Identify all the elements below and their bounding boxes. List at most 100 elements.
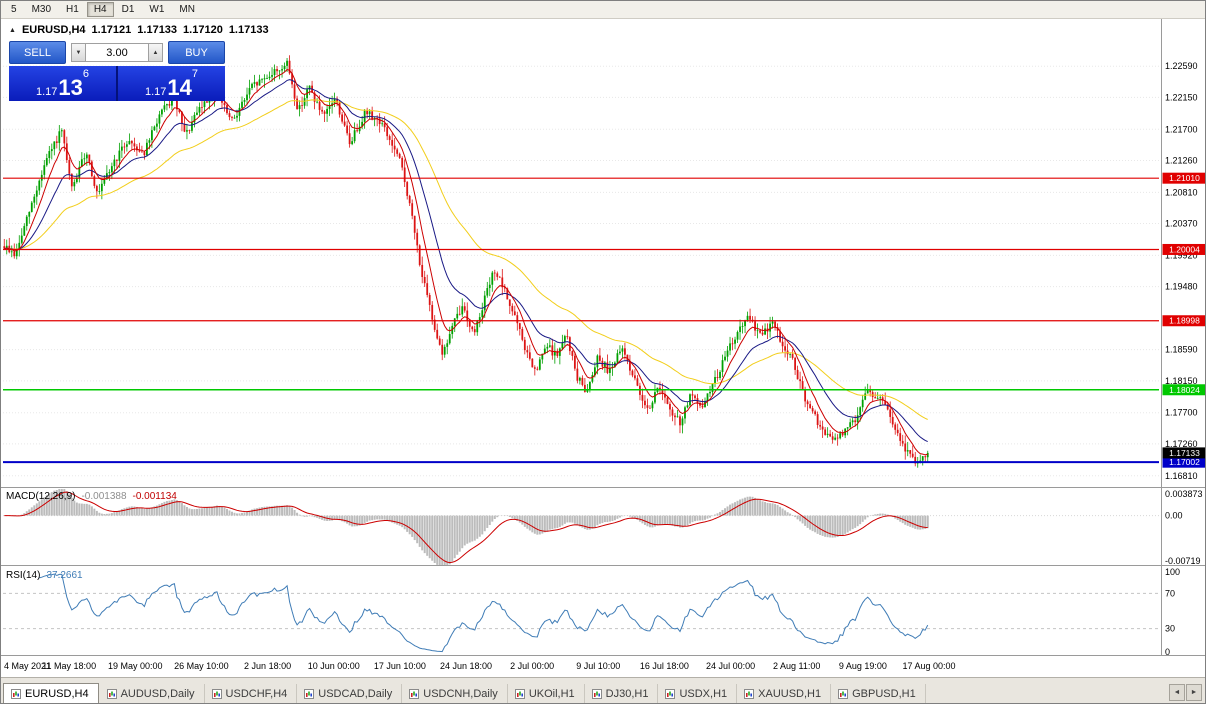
buy-button[interactable]: BUY bbox=[168, 41, 225, 64]
level-price-badge: 1.20004 bbox=[1162, 243, 1205, 255]
one-click-trade-panel: SELL ▼ 3.00 ▲ BUY 1.17 13 6 1.17 14 7 bbox=[9, 41, 225, 101]
svg-text:1.17133: 1.17133 bbox=[1169, 448, 1200, 458]
svg-text:1.20810: 1.20810 bbox=[1165, 187, 1198, 197]
svg-text:11 May 18:00: 11 May 18:00 bbox=[42, 661, 96, 671]
level-price-badge: 1.18998 bbox=[1162, 315, 1205, 327]
pane-frame bbox=[1, 19, 1205, 656]
svg-text:1.22590: 1.22590 bbox=[1165, 61, 1198, 71]
chart-tabs: EURUSD,H4 AUDUSD,Daily USDCHF,H4 USDCAD,Dai… bbox=[1, 678, 1166, 703]
chart-icon bbox=[304, 689, 315, 699]
level-price-badge: 1.18024 bbox=[1162, 384, 1205, 396]
svg-text:1.21010: 1.21010 bbox=[1169, 173, 1200, 183]
chart-icon bbox=[514, 689, 525, 699]
svg-text:1.18590: 1.18590 bbox=[1165, 345, 1198, 355]
svg-text:100: 100 bbox=[1165, 567, 1180, 577]
chart-tab-EURUSD-H4[interactable]: EURUSD,H4 bbox=[3, 683, 99, 703]
tabs-scroll-left-button[interactable]: ◄ bbox=[1169, 684, 1185, 701]
timeframe-button-MN[interactable]: MN bbox=[179, 4, 195, 15]
tab-label: USDCNH,Daily bbox=[423, 688, 498, 700]
svg-text:16 Jul 18:00: 16 Jul 18:00 bbox=[640, 661, 689, 671]
timeframe-button-D1[interactable]: D1 bbox=[121, 4, 135, 15]
svg-text:1.19480: 1.19480 bbox=[1165, 282, 1198, 292]
chart-icon bbox=[744, 689, 755, 699]
tab-scroll-controls: ◄ ► bbox=[1166, 684, 1205, 703]
price-chart[interactable]: 1.22590 1.22150 1.21700 1.21260 1.20810 1.203… bbox=[1, 19, 1206, 677]
svg-text:1.22150: 1.22150 bbox=[1165, 92, 1198, 102]
svg-text:1.21260: 1.21260 bbox=[1165, 155, 1198, 165]
svg-text:17 Aug 00:00: 17 Aug 00:00 bbox=[902, 661, 955, 671]
chart-icon bbox=[11, 689, 21, 699]
svg-text:24 Jul 00:00: 24 Jul 00:00 bbox=[706, 661, 755, 671]
tab-label: USDCAD,Daily bbox=[318, 688, 393, 700]
volume-input[interactable]: 3.00 bbox=[86, 43, 148, 62]
macd-signal-value: -0.001134 bbox=[132, 491, 177, 502]
chart-tab-USDX-H1[interactable]: USDX,H1 bbox=[658, 684, 738, 703]
sell-price-pip: 6 bbox=[82, 68, 90, 80]
rsi-name: RSI(14) bbox=[6, 570, 41, 581]
svg-text:0.003873: 0.003873 bbox=[1165, 489, 1203, 499]
svg-text:26 May 10:00: 26 May 10:00 bbox=[174, 661, 229, 671]
buy-price-display[interactable]: 1.17 14 7 bbox=[118, 66, 225, 101]
tab-label: USDCHF,H4 bbox=[225, 688, 288, 700]
svg-text:1.18150: 1.18150 bbox=[1165, 376, 1198, 386]
tabs-scroll-right-button[interactable]: ► bbox=[1186, 684, 1202, 701]
timeframe-button-M30[interactable]: M30 bbox=[31, 4, 52, 15]
one-click-collapse-icon[interactable]: ▲ bbox=[9, 26, 16, 34]
timeframe-toolbar: 5 M30 H1 H4 D1 W1 MN bbox=[1, 1, 1205, 19]
rsi-axis: 100 70 30 0 bbox=[1165, 567, 1180, 657]
svg-text:70: 70 bbox=[1165, 588, 1175, 598]
svg-text:0.00: 0.00 bbox=[1165, 511, 1183, 521]
price-grid bbox=[3, 65, 1159, 477]
svg-text:17 Jun 10:00: 17 Jun 10:00 bbox=[374, 661, 426, 671]
price-axis: 1.22590 1.22150 1.21700 1.21260 1.20810 1.203… bbox=[1165, 61, 1198, 481]
svg-text:9 Jul 10:00: 9 Jul 10:00 bbox=[576, 661, 620, 671]
chart-symbol-label: EURUSD,H4 bbox=[21, 24, 86, 36]
tab-label: XAUUSD,H1 bbox=[758, 688, 822, 700]
trade-buttons-row: SELL ▼ 3.00 ▲ BUY bbox=[9, 41, 225, 64]
ohlc-low: 1.17120 bbox=[183, 24, 223, 36]
buy-price-pip: 7 bbox=[191, 68, 199, 80]
rsi-indicator-label: RSI(14) 37.2661 bbox=[6, 570, 83, 581]
svg-text:2 Jun 18:00: 2 Jun 18:00 bbox=[244, 661, 291, 671]
level-price-badge: 1.17002 bbox=[1162, 456, 1205, 468]
timeframe-button-H4[interactable]: H4 bbox=[86, 2, 114, 17]
chart-tab-USDCNH-Daily[interactable]: USDCNH,Daily bbox=[402, 684, 508, 703]
ohlc-open: 1.17121 bbox=[91, 24, 132, 36]
buy-price-big: 14 bbox=[167, 75, 192, 101]
rsi-value: 37.2661 bbox=[46, 570, 83, 581]
chart-icon bbox=[106, 689, 117, 699]
volume-decrease-button[interactable]: ▼ bbox=[71, 43, 86, 62]
buy-price-prefix: 1.17 bbox=[144, 86, 167, 98]
current-price-badge: 1.17133 bbox=[1162, 447, 1205, 459]
tab-label: DJ30,H1 bbox=[605, 688, 649, 700]
chart-tab-AUDUSD-Daily[interactable]: AUDUSD,Daily bbox=[100, 684, 205, 703]
svg-text:1.19920: 1.19920 bbox=[1165, 250, 1198, 260]
volume-increase-button[interactable]: ▲ bbox=[148, 43, 163, 62]
sell-price-display[interactable]: 1.17 13 6 bbox=[9, 66, 116, 101]
timeframe-button-W1[interactable]: W1 bbox=[149, 4, 165, 15]
svg-text:1.18024: 1.18024 bbox=[1169, 385, 1200, 395]
chart-tab-USDCAD-Daily[interactable]: USDCAD,Daily bbox=[297, 684, 403, 703]
svg-text:1.17260: 1.17260 bbox=[1165, 439, 1198, 449]
chart-icon bbox=[838, 689, 849, 699]
tab-label: UKOil,H1 bbox=[528, 688, 575, 700]
tab-label: GBPUSD,H1 bbox=[852, 688, 916, 700]
trade-prices-row: 1.17 13 6 1.17 14 7 bbox=[9, 66, 225, 101]
svg-text:19 May 00:00: 19 May 00:00 bbox=[108, 661, 163, 671]
chart-icon bbox=[665, 689, 676, 699]
ohlc-high: 1.17133 bbox=[137, 24, 178, 36]
svg-text:2 Aug 11:00: 2 Aug 11:00 bbox=[773, 661, 820, 671]
macd-indicator-label: MACD(12,26,9) -0.001388 -0.001134 bbox=[6, 491, 177, 502]
chart-tab-GBPUSD-H1[interactable]: GBPUSD,H1 bbox=[831, 684, 926, 703]
chart-tab-DJ30-H1[interactable]: DJ30,H1 bbox=[585, 684, 659, 703]
horizontal-levels-layer[interactable] bbox=[3, 177, 1159, 464]
timeframe-button-5[interactable]: 5 bbox=[11, 4, 17, 15]
timeframe-button-H1[interactable]: H1 bbox=[66, 4, 79, 15]
chart-tab-XAUUSD-H1[interactable]: XAUUSD,H1 bbox=[737, 684, 832, 703]
chart-tab-USDCHF-H4[interactable]: USDCHF,H4 bbox=[205, 684, 298, 703]
chart-tab-UKOil-H1[interactable]: UKOil,H1 bbox=[508, 684, 585, 703]
sell-button[interactable]: SELL bbox=[9, 41, 66, 64]
volume-stepper: ▼ 3.00 ▲ bbox=[71, 42, 163, 63]
rsi-line bbox=[39, 573, 929, 653]
